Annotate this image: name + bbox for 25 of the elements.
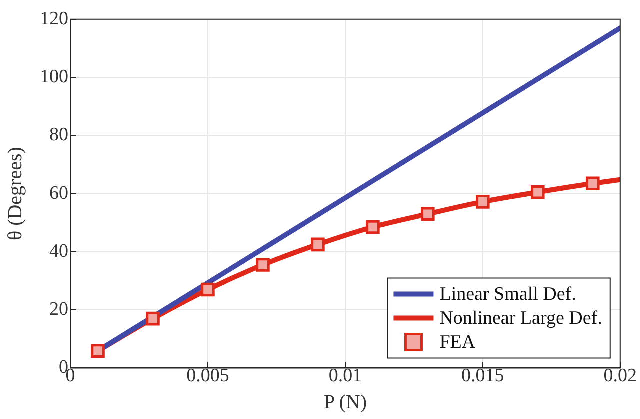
y-tick-label: 100 — [40, 66, 68, 88]
point — [586, 176, 600, 191]
legend-label: Linear Small Def. — [440, 284, 576, 306]
x-tick-label: 0.005 — [186, 366, 230, 387]
point — [256, 258, 270, 272]
point — [366, 220, 380, 234]
y-tick-label: 40 — [50, 240, 68, 262]
x-tick-label: 0.02 — [604, 366, 637, 387]
point — [311, 238, 325, 252]
point — [530, 185, 545, 200]
y-axis-title: θ (Degrees) — [4, 147, 26, 241]
legend-label: Nonlinear Large Def. — [440, 308, 602, 330]
y-tick-label: 120 — [40, 8, 68, 30]
point — [91, 344, 105, 358]
y-tick-label: 20 — [50, 299, 68, 320]
x-tick-label: 0.015 — [462, 366, 504, 387]
point — [201, 282, 215, 297]
legend-label: FEA — [440, 332, 476, 354]
point — [421, 207, 435, 222]
y-tick-label: 80 — [50, 124, 68, 146]
point — [146, 312, 160, 326]
x-tick-label: 0.01 — [328, 366, 362, 387]
y-tick-label: 60 — [50, 182, 68, 204]
x-axis-title: P (N) — [324, 391, 368, 414]
point — [476, 195, 490, 209]
